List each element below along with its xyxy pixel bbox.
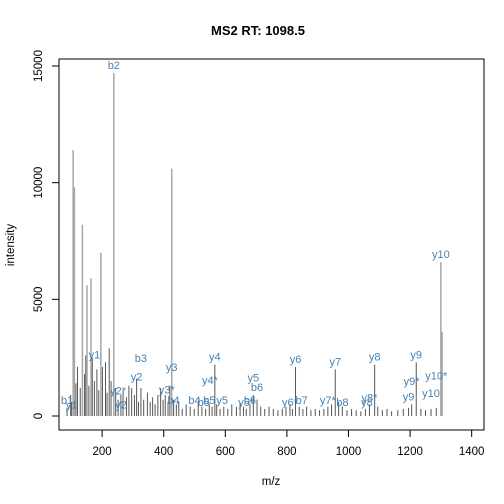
ion-label: y8 [369, 352, 381, 364]
x-tick-label: 1400 [459, 446, 485, 458]
y-tick-label: 5000 [33, 287, 45, 313]
y-tick-label: 15000 [33, 50, 45, 82]
y-axis: 0 5000 10000 15000 [33, 50, 60, 419]
ion-label: b2 [108, 60, 120, 72]
ion-label: y9* [404, 376, 421, 388]
ion-label: y8 [361, 397, 373, 409]
ion-label: b5 [198, 397, 210, 409]
ion-label: b5 [203, 395, 215, 407]
x-tick-label: 1200 [397, 446, 423, 458]
ion-label: y5 [248, 373, 260, 385]
ion-label: y2 [115, 400, 127, 412]
ion-label: b8 [336, 397, 348, 409]
ion-label: y1 [66, 400, 78, 412]
ion-label: y8* [361, 393, 378, 405]
y-axis-label: intensity [5, 224, 17, 266]
ion-label: y10 [422, 388, 440, 400]
ion-label: y2 [131, 372, 143, 384]
x-tick-label: 200 [93, 446, 112, 458]
ion-label: y7 [329, 356, 341, 368]
ion-label: b1 [61, 395, 73, 407]
x-tick-label: 800 [277, 446, 296, 458]
ion-label: y10 [432, 249, 450, 261]
ion-label: b4 [167, 395, 179, 407]
ion-label: b7 [296, 395, 308, 407]
ion-label: y1 [89, 349, 101, 361]
ion-label: b3 [135, 353, 147, 365]
ion-label: y9 [410, 349, 422, 361]
ion-label: b6 [244, 395, 256, 407]
x-tick-label: 400 [154, 446, 173, 458]
ion-label: b4 [188, 395, 200, 407]
ion-label: y9 [403, 391, 415, 403]
ion-label: y3* [159, 384, 176, 396]
ion-label: y3 [166, 362, 178, 374]
ion-label: y4 [209, 352, 221, 364]
ion-label: y10* [425, 370, 448, 382]
x-tick-label: 1000 [336, 446, 362, 458]
ion-label: y4* [202, 375, 219, 387]
ion-label: y2* [110, 386, 127, 398]
x-tick-label: 600 [216, 446, 235, 458]
ion-label: b6 [251, 382, 263, 394]
ion-label: y6 [290, 354, 302, 366]
x-axis-label: m/z [262, 476, 281, 488]
ion-label: y6* [282, 397, 299, 409]
ion-label: y7* [320, 395, 337, 407]
ion-label: y5* [238, 397, 255, 409]
chart-title: MS2 RT: 1098.5 [211, 23, 305, 38]
ion-label: y5 [216, 395, 228, 407]
peaks-layer [66, 73, 443, 416]
y-tick-label: 10000 [33, 167, 45, 199]
x-axis: 200 400 600 800 1000 1200 1400 [93, 429, 485, 458]
y-tick-label: 0 [33, 413, 45, 419]
